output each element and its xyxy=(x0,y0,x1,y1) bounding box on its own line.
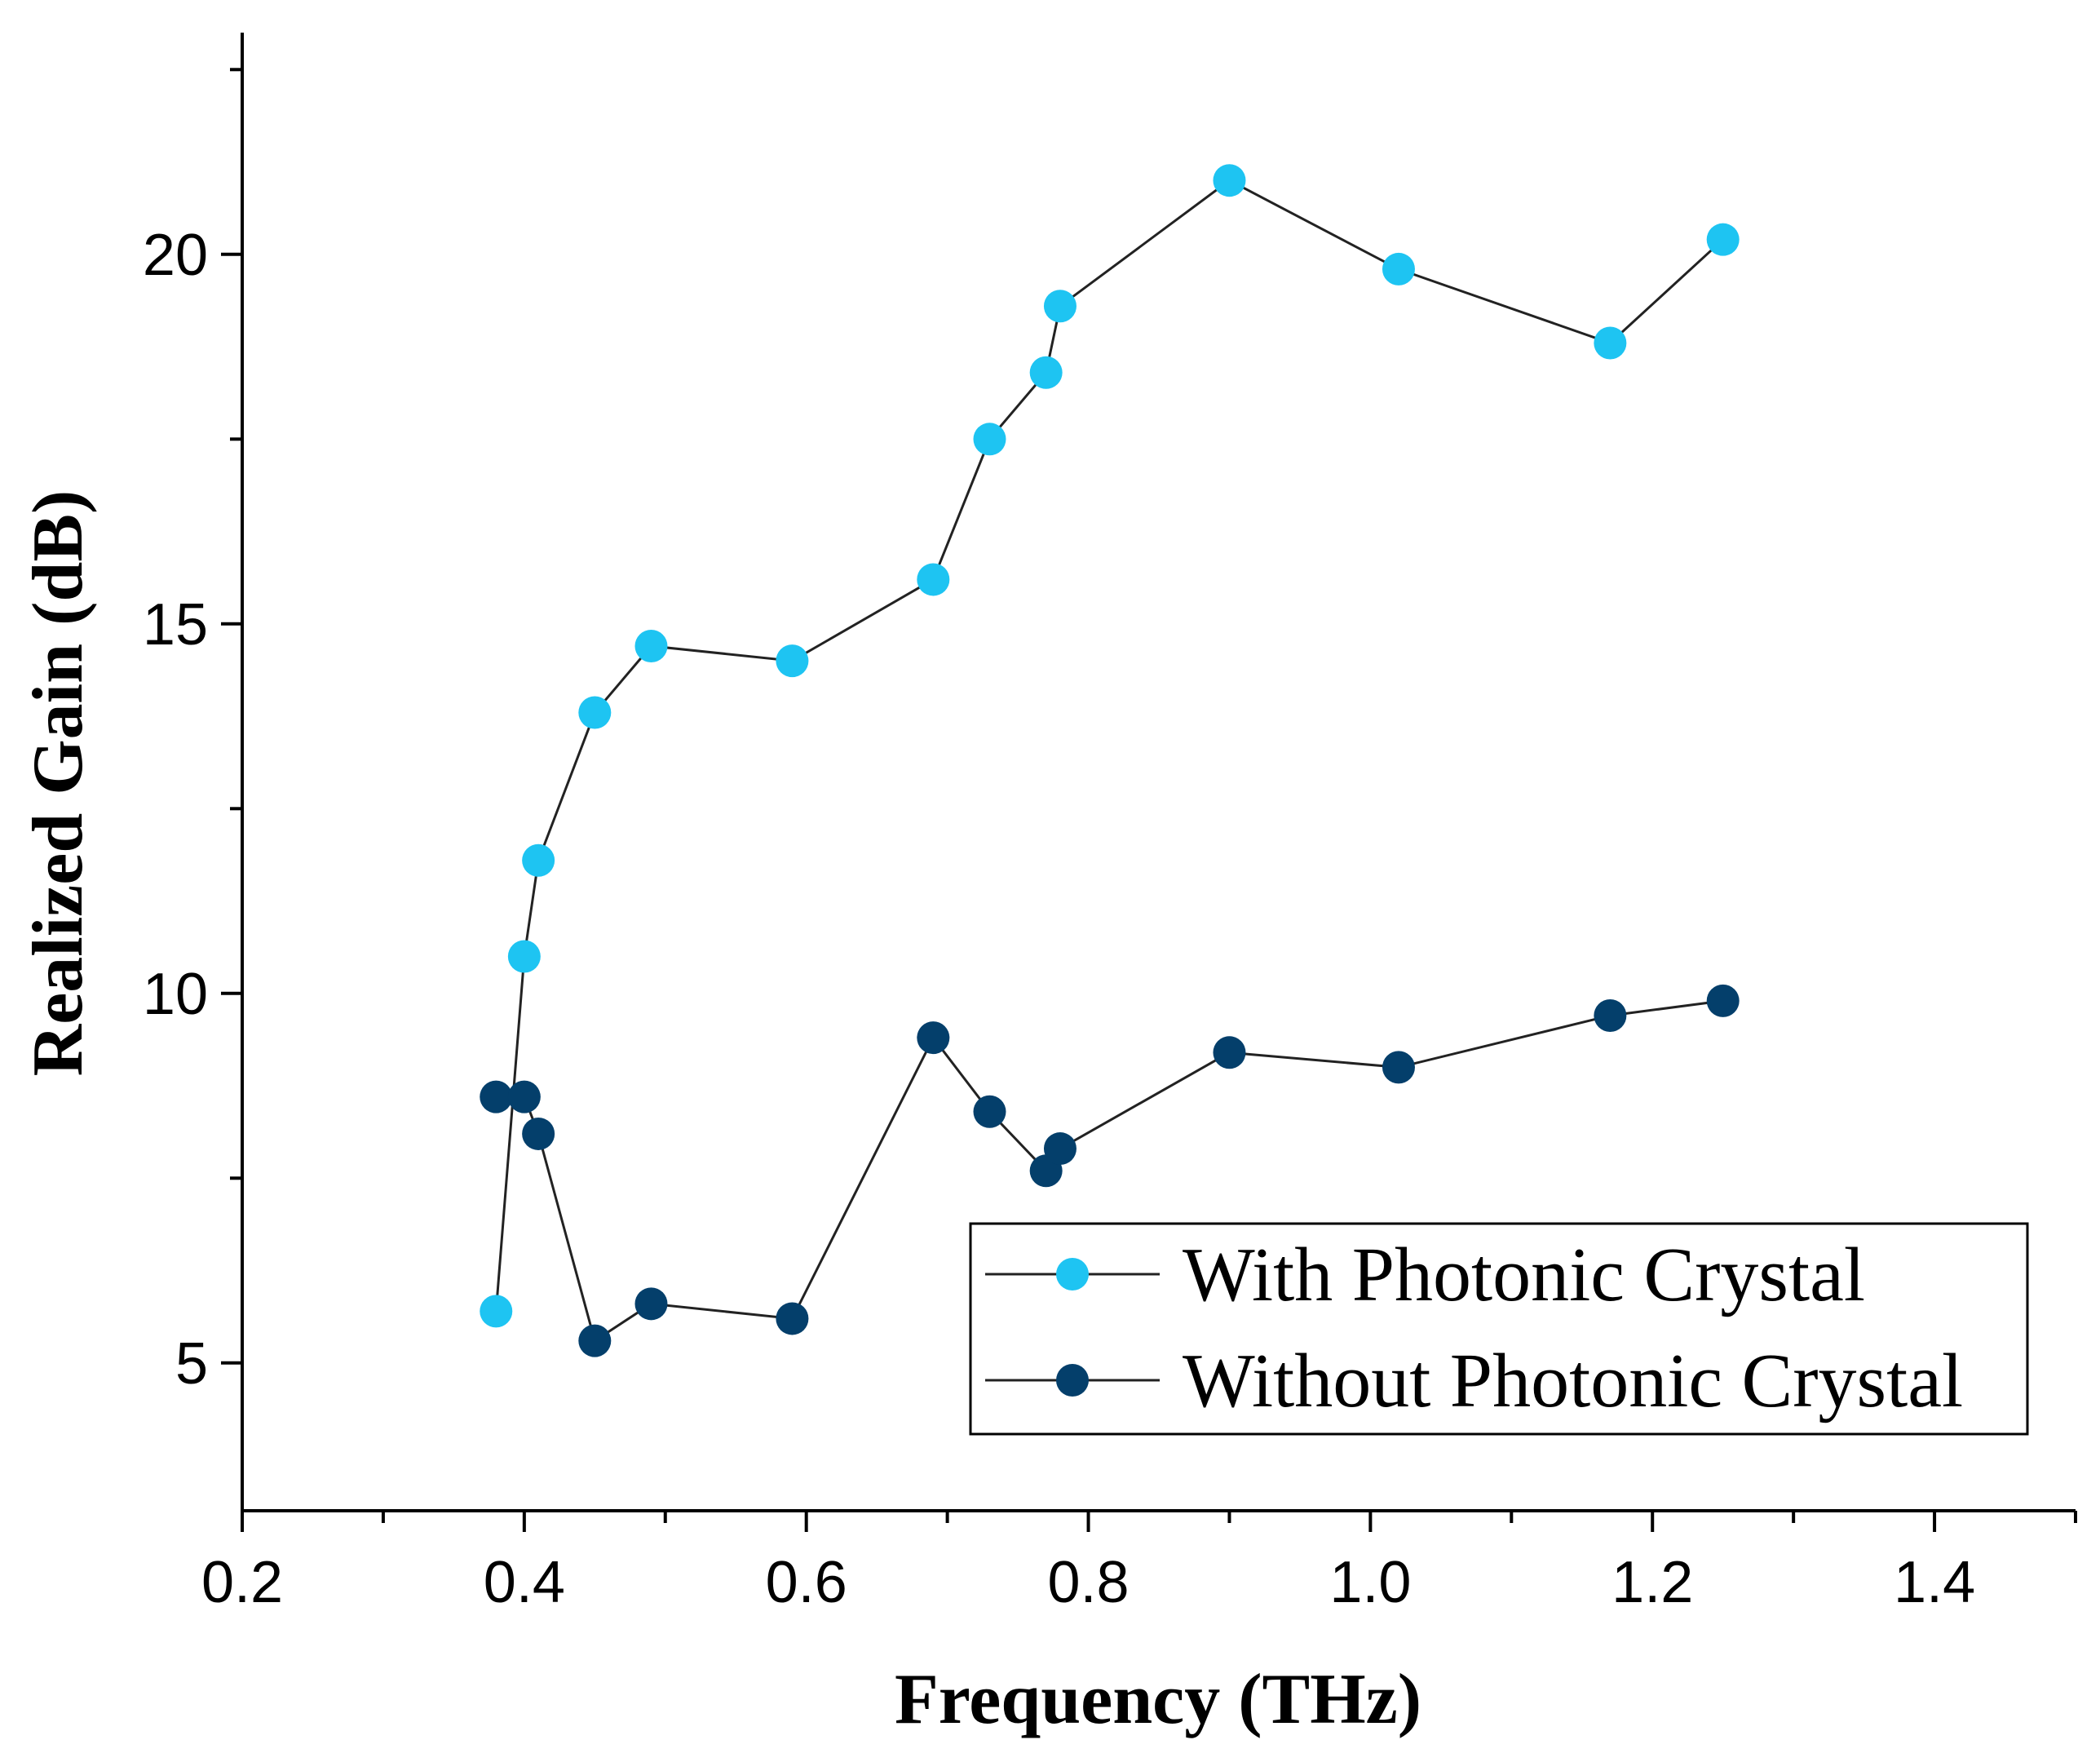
y-tick-label: 15 xyxy=(143,592,208,657)
series-without-photonic-crystal xyxy=(480,984,1740,1357)
data-point xyxy=(973,423,1006,456)
data-point xyxy=(522,843,555,877)
data-point xyxy=(1594,998,1627,1032)
x-tick-label: 0.6 xyxy=(766,1550,847,1615)
data-point xyxy=(1213,164,1246,197)
data-point xyxy=(1029,356,1063,389)
data-point xyxy=(1594,326,1627,360)
x-axis-title: Frequency (THz) xyxy=(895,1660,1421,1739)
data-point xyxy=(776,1302,809,1335)
data-point xyxy=(507,940,541,973)
data-point xyxy=(1382,252,1415,286)
data-point xyxy=(578,696,612,729)
data-point xyxy=(973,1095,1006,1128)
data-point xyxy=(634,1287,668,1321)
series-layer xyxy=(480,164,1740,1357)
data-point xyxy=(1043,1132,1077,1166)
y-tick-label: 20 xyxy=(143,223,208,288)
y-tick-label: 10 xyxy=(143,962,208,1027)
y-tick-label: 5 xyxy=(175,1331,208,1397)
x-tick-label: 0.2 xyxy=(201,1550,283,1615)
series-with-photonic-crystal xyxy=(480,164,1740,1328)
legend-label: Without Photonic Crystal xyxy=(1183,1339,1963,1423)
data-point xyxy=(480,1295,513,1328)
legend-label: With Photonic Crystal xyxy=(1183,1233,1865,1317)
legend: With Photonic Crystal Without Photonic Cr… xyxy=(969,1222,2029,1436)
data-point xyxy=(1706,223,1740,256)
data-point xyxy=(507,1080,541,1113)
legend-marker xyxy=(1056,1258,1089,1291)
data-point xyxy=(917,563,950,596)
data-point xyxy=(1213,1036,1246,1069)
data-point xyxy=(480,1080,513,1113)
axes: 0.2 0.4 0.6 0.8 1.0 1.2 1.4 5 10 15 20 xyxy=(143,33,2077,1615)
data-point xyxy=(917,1021,950,1055)
data-point xyxy=(1043,290,1077,323)
legend-box xyxy=(969,1222,2029,1436)
data-point xyxy=(776,644,809,678)
series-line xyxy=(494,179,1724,1312)
data-point xyxy=(634,629,668,662)
data-point xyxy=(578,1324,612,1357)
data-point xyxy=(1706,984,1740,1017)
x-tick-label: 0.8 xyxy=(1047,1550,1129,1615)
data-point xyxy=(522,1117,555,1150)
x-tick-label: 0.4 xyxy=(484,1550,565,1615)
legend-marker xyxy=(1056,1364,1089,1397)
y-axis-title: Realized Gain (dB) xyxy=(19,490,98,1077)
data-point xyxy=(1382,1051,1415,1084)
x-tick-label: 1.2 xyxy=(1611,1550,1693,1615)
x-tick-label: 1.0 xyxy=(1329,1550,1411,1615)
x-tick-label: 1.4 xyxy=(1894,1550,1975,1615)
series-line xyxy=(496,999,1723,1344)
